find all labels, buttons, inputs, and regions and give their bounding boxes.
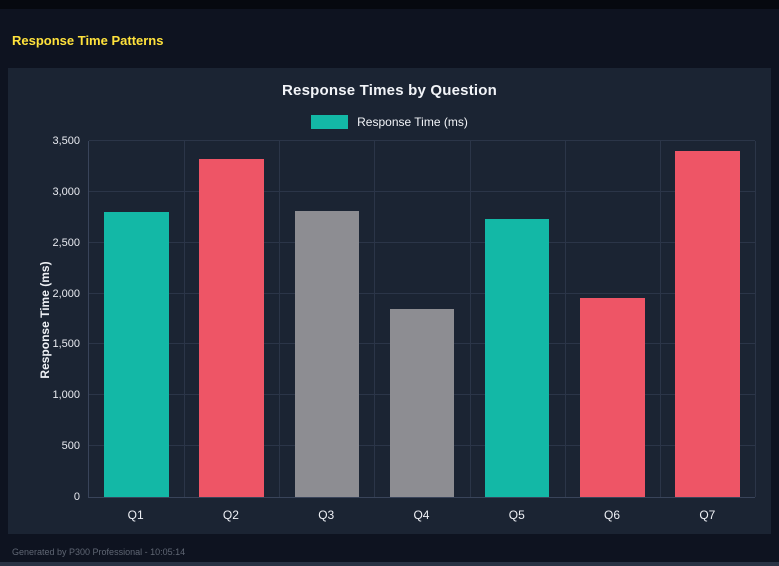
- bar-cell: [89, 141, 184, 497]
- legend-label: Response Time (ms): [357, 115, 468, 129]
- y-tick-label: 3,000: [52, 185, 80, 198]
- x-tick-label: Q3: [318, 508, 335, 522]
- bar-q2[interactable]: [199, 159, 265, 497]
- bar-q7[interactable]: [675, 151, 740, 497]
- x-tick-label: Q4: [413, 508, 430, 522]
- x-tick-label: Q5: [508, 508, 525, 522]
- legend-swatch: [311, 115, 349, 129]
- bar-q6[interactable]: [579, 297, 645, 497]
- vgridline: [469, 141, 471, 497]
- bar-cell: [279, 141, 374, 497]
- vgridline: [659, 141, 661, 497]
- bar-cell: [184, 141, 279, 497]
- vgridline: [374, 141, 376, 497]
- bar-cell: [374, 141, 469, 497]
- vgridline: [564, 141, 566, 497]
- bar-q4[interactable]: [389, 308, 455, 497]
- hgridline: [89, 292, 755, 294]
- y-tick-label: 3,500: [52, 135, 80, 147]
- y-axis-title: Response Time (ms): [38, 261, 52, 379]
- footer-status-text: Generated by P300 Professional - 10:05:1…: [12, 547, 186, 557]
- bar-q5[interactable]: [484, 219, 550, 497]
- y-tick-label: 2,500: [52, 236, 80, 249]
- x-axis-labels: Q1 Q2 Q3 Q4 Q5 Q6 Q7: [88, 508, 755, 522]
- bar-cell: [660, 141, 755, 497]
- bar-q3[interactable]: [294, 211, 360, 497]
- x-tick-label: Q2: [222, 508, 239, 522]
- x-tick-label: Q1: [127, 508, 144, 522]
- hgridline: [89, 190, 755, 192]
- bottom-border-strip: [0, 562, 779, 566]
- page-title: Response Time Patterns: [12, 33, 164, 48]
- vgridline: [279, 141, 281, 497]
- hgridline: [89, 241, 755, 243]
- hgridline: [89, 140, 755, 141]
- y-tick-label: 0: [73, 491, 80, 503]
- y-tick-label: 1,000: [52, 389, 80, 402]
- chart-legend[interactable]: Response Time (ms): [8, 115, 771, 129]
- plot-area: 0 500 1,000 1,500 2,000 2,500 3,000 3,500: [52, 135, 756, 503]
- vgridline: [184, 141, 186, 497]
- chart-title: Response Times by Question: [282, 82, 497, 99]
- bar-cell: [565, 141, 660, 497]
- x-tick-label: Q6: [604, 508, 621, 522]
- y-tick-label: 1,500: [52, 338, 80, 351]
- y-tick-label: 500: [61, 440, 80, 453]
- top-border-strip: [0, 0, 779, 9]
- x-tick-label: Q7: [699, 508, 716, 522]
- bars: [89, 141, 755, 497]
- chart-panel: Response Times by Question Response Time…: [8, 68, 771, 534]
- bar-q1[interactable]: [104, 212, 169, 497]
- bar-cell: [470, 141, 565, 497]
- y-tick-label: 2,000: [52, 287, 80, 300]
- vgridline: [755, 141, 756, 497]
